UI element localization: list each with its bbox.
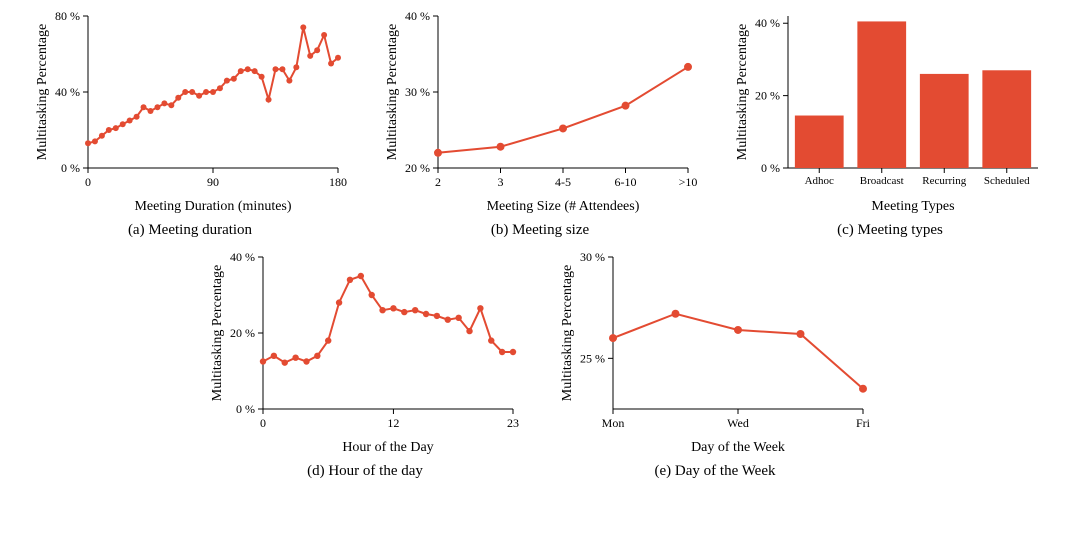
chart-c-meeting-types: Multitasking Percentage Meeting Types 0 % 2…	[730, 6, 1050, 216]
svg-text:25 %: 25 %	[580, 351, 605, 365]
caption-b: (b) Meeting size	[491, 222, 589, 239]
svg-text:20 %: 20 %	[405, 161, 430, 175]
svg-text:Wed: Wed	[727, 416, 749, 430]
svg-text:Multitasking Percentage: Multitasking Percentage	[35, 24, 50, 160]
chart-b-meeting-size: Multitasking Percentage Meeting Size (# A…	[380, 6, 700, 216]
svg-text:0: 0	[260, 416, 266, 430]
chart-e-day-of-week: Multitasking Percentage Day of the Week 25…	[555, 247, 875, 457]
svg-text:Fri: Fri	[856, 416, 871, 430]
svg-text:Multitasking Percentage: Multitasking Percentage	[385, 24, 400, 160]
svg-text:Scheduled: Scheduled	[984, 175, 1030, 187]
svg-text:40 %: 40 %	[405, 9, 430, 23]
svg-text:Day of the Week: Day of the Week	[691, 440, 785, 455]
caption-a: (a) Meeting duration	[128, 222, 252, 239]
svg-text:30 %: 30 %	[405, 85, 430, 99]
svg-text:80 %: 80 %	[55, 9, 80, 23]
chart-a-meeting-duration: Multitasking Percentage Meeting Duration …	[30, 6, 350, 216]
svg-text:0 %: 0 %	[61, 161, 80, 175]
svg-text:23: 23	[507, 416, 519, 430]
figure-grid: Multitasking Percentage Meeting Duration …	[0, 0, 1080, 552]
svg-text:6-10: 6-10	[615, 175, 637, 189]
svg-text:30 %: 30 %	[580, 250, 605, 264]
svg-text:12: 12	[387, 416, 399, 430]
svg-text:Meeting Duration (minutes): Meeting Duration (minutes)	[134, 199, 291, 214]
svg-text:90: 90	[207, 175, 219, 189]
svg-text:0 %: 0 %	[761, 161, 780, 175]
svg-text:2: 2	[435, 175, 441, 189]
svg-text:20 %: 20 %	[755, 89, 780, 103]
svg-text:Broadcast: Broadcast	[860, 175, 904, 187]
panel-e: Multitasking Percentage Day of the Week 25…	[555, 247, 875, 480]
svg-text:Recurring: Recurring	[922, 175, 966, 187]
svg-text:40 %: 40 %	[55, 85, 80, 99]
caption-e: (e) Day of the Week	[655, 463, 776, 480]
svg-text:40 %: 40 %	[755, 16, 780, 30]
svg-text:Multitasking Percentage: Multitasking Percentage	[560, 265, 575, 401]
caption-d: (d) Hour of the day	[307, 463, 423, 480]
row-1: Multitasking Percentage Meeting Duration …	[0, 0, 1080, 239]
row-2: Multitasking Percentage Hour of the Day 0 …	[0, 239, 1080, 480]
svg-text:180: 180	[329, 175, 347, 189]
svg-text:Adhoc: Adhoc	[805, 175, 834, 187]
svg-text:>10: >10	[679, 175, 698, 189]
svg-text:Multitasking Percentage: Multitasking Percentage	[210, 265, 225, 401]
svg-text:4-5: 4-5	[555, 175, 571, 189]
svg-text:Meeting Types: Meeting Types	[871, 199, 954, 214]
svg-text:40 %: 40 %	[230, 250, 255, 264]
svg-text:Multitasking Percentage: Multitasking Percentage	[735, 24, 750, 160]
caption-c: (c) Meeting types	[837, 222, 943, 239]
svg-text:0: 0	[85, 175, 91, 189]
svg-text:3: 3	[498, 175, 504, 189]
svg-text:0 %: 0 %	[236, 402, 255, 416]
panel-a: Multitasking Percentage Meeting Duration …	[30, 6, 350, 239]
svg-text:Meeting Size (# Attendees): Meeting Size (# Attendees)	[487, 199, 640, 214]
svg-text:Hour of the Day: Hour of the Day	[342, 440, 433, 455]
chart-d-hour-of-day: Multitasking Percentage Hour of the Day 0 …	[205, 247, 525, 457]
panel-c: Multitasking Percentage Meeting Types 0 % 2…	[730, 6, 1050, 239]
svg-text:Mon: Mon	[602, 416, 625, 430]
panel-d: Multitasking Percentage Hour of the Day 0 …	[205, 247, 525, 480]
svg-text:20 %: 20 %	[230, 326, 255, 340]
panel-b: Multitasking Percentage Meeting Size (# A…	[380, 6, 700, 239]
